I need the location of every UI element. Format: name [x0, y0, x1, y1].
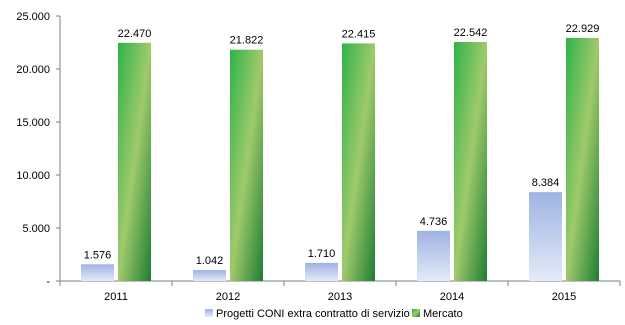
data-label: 4.736 [420, 216, 448, 228]
data-label: 1.710 [308, 248, 336, 260]
legend-swatch-progetti-coni [205, 309, 213, 317]
x-tick-label: 2011 [104, 291, 128, 303]
bar-progetti-coni [305, 262, 338, 281]
data-label: 22.929 [566, 23, 600, 35]
chart-legend: Progetti CONI extra contratto di servizi… [205, 308, 463, 320]
legend-label: Mercato [423, 308, 463, 320]
bar-progetti-coni [417, 230, 450, 281]
data-label: 22.415 [342, 28, 376, 40]
legend-label: Progetti CONI extra contratto di servizi… [216, 308, 410, 320]
bar-progetti-coni [529, 192, 562, 281]
data-label: 22.470 [118, 28, 152, 40]
data-label: 22.542 [454, 27, 488, 39]
chart-labels: 1.576 22.470 1.042 21.822 1.710 22.415 4.736 22… [84, 23, 600, 267]
data-label: 21.822 [230, 35, 264, 47]
chart-axes: - 5.000 10.000 15.000 20.000 25.000 2011 2012 20… [16, 11, 621, 303]
bar-mercato [230, 49, 263, 281]
legend-swatch-mercato [412, 309, 420, 317]
y-tick-label: 20.000 [16, 64, 50, 76]
y-tick-label: 25.000 [16, 11, 50, 23]
bar-progetti-coni [81, 264, 114, 281]
data-label: 8.384 [532, 177, 560, 189]
y-tick-label: 15.000 [16, 117, 50, 129]
data-label: 1.042 [196, 255, 224, 267]
bar-progetti-coni [193, 269, 226, 281]
bar-mercato [342, 43, 375, 281]
x-tick-label: 2012 [216, 291, 240, 303]
y-tick-label: - [46, 276, 50, 288]
data-label: 1.576 [84, 249, 112, 261]
x-tick-label: 2015 [552, 291, 576, 303]
bar-mercato [454, 42, 487, 282]
y-tick-label: 5.000 [22, 223, 50, 235]
y-tick-label: 10.000 [16, 170, 50, 182]
bar-mercato [118, 42, 151, 282]
bar-mercato [566, 37, 599, 281]
x-tick-label: 2014 [440, 291, 464, 303]
x-tick-label: 2013 [328, 291, 352, 303]
chart-bars [81, 37, 599, 282]
